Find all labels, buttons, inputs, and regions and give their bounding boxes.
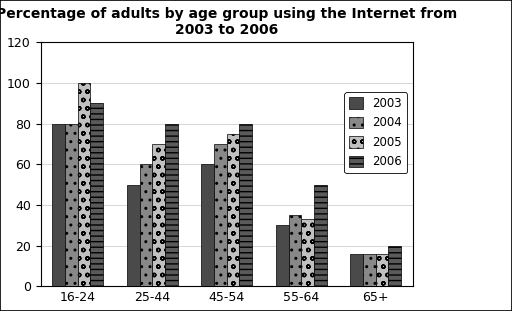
Bar xyxy=(52,124,65,286)
Bar xyxy=(214,144,227,286)
Bar xyxy=(388,246,401,286)
Legend: 2003, 2004, 2005, 2006: 2003, 2004, 2005, 2006 xyxy=(344,92,407,173)
Bar xyxy=(363,254,376,286)
Bar xyxy=(127,185,140,286)
Bar xyxy=(78,83,91,286)
Bar xyxy=(165,124,178,286)
Bar xyxy=(289,215,301,286)
Bar xyxy=(152,144,165,286)
Bar xyxy=(376,254,388,286)
Bar xyxy=(91,103,103,286)
Bar xyxy=(240,124,252,286)
Bar xyxy=(301,219,314,286)
Bar xyxy=(201,164,214,286)
Bar xyxy=(65,124,78,286)
Bar xyxy=(227,134,240,286)
Title: Percentage of adults by age group using the Internet from
2003 to 2006: Percentage of adults by age group using … xyxy=(0,7,457,37)
Bar xyxy=(140,164,152,286)
Bar xyxy=(276,225,289,286)
Bar xyxy=(314,185,327,286)
Bar xyxy=(350,254,363,286)
